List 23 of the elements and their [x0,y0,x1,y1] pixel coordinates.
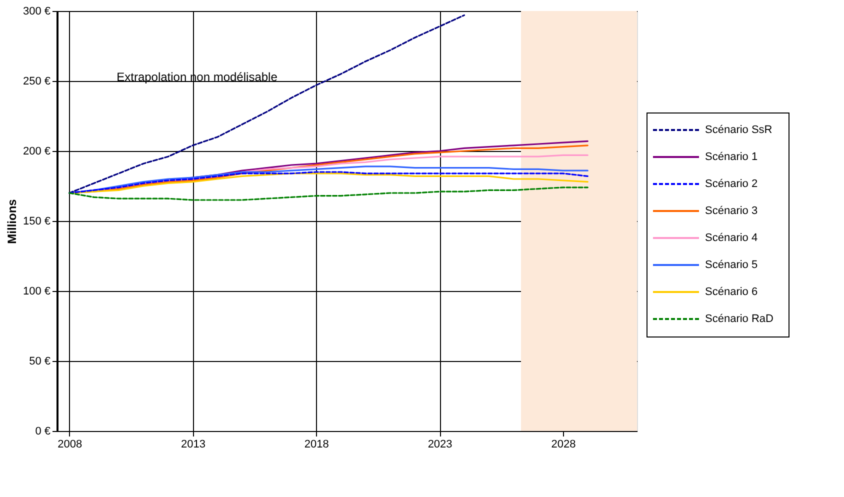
legend-label: Scénario 3 [705,205,758,217]
line-series [68,186,588,201]
y-tick-label: 50 € [29,356,50,368]
y-tick-label: 0 € [35,426,50,438]
legend-label: Scénario 1 [705,151,758,163]
x-tick-label: 2023 [428,438,452,450]
x-tick-label: 2013 [181,438,206,450]
legend-label: Scénario 2 [705,178,758,190]
y-tick-label: 100 € [22,286,50,298]
legend-label: Scénario 5 [705,259,758,271]
legend-label: Scénario RaD [705,313,774,325]
legend-label: Scénario 4 [705,232,758,244]
y-tick-label: 300 € [22,6,50,18]
x-tick-label: 2028 [551,438,576,450]
y-tick-label: 200 € [22,146,50,158]
legend-label: Scénario SsR [705,124,772,136]
x-tick-label: 2018 [304,438,329,450]
legend-label: Scénario 6 [705,286,758,298]
y-axis-title: Millions [4,198,19,244]
line-series [68,14,466,194]
y-tick-label: 150 € [22,216,50,228]
y-tick-label: 250 € [22,76,50,88]
x-tick-label: 2008 [58,438,82,450]
